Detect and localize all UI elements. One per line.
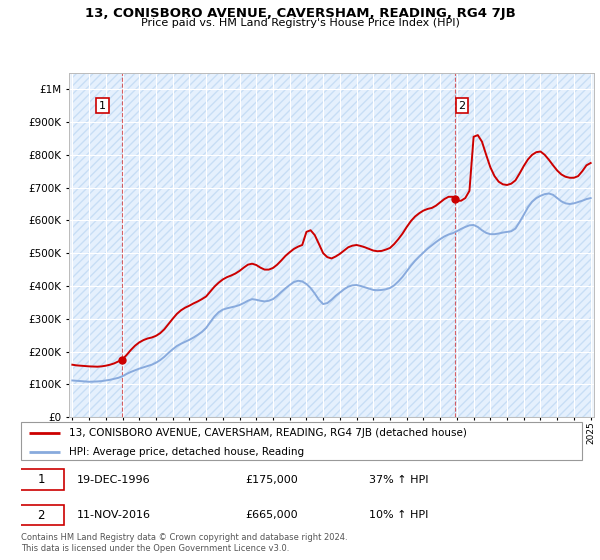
Text: 11-NOV-2016: 11-NOV-2016 [77, 510, 151, 520]
Text: 10% ↑ HPI: 10% ↑ HPI [369, 510, 428, 520]
Text: 2: 2 [37, 508, 45, 521]
Text: 1: 1 [99, 101, 106, 111]
FancyBboxPatch shape [21, 422, 582, 460]
Text: 1: 1 [37, 473, 45, 486]
Text: 37% ↑ HPI: 37% ↑ HPI [369, 475, 428, 484]
Text: Price paid vs. HM Land Registry's House Price Index (HPI): Price paid vs. HM Land Registry's House … [140, 18, 460, 29]
Text: Contains HM Land Registry data © Crown copyright and database right 2024.
This d: Contains HM Land Registry data © Crown c… [21, 533, 347, 553]
Text: 19-DEC-1996: 19-DEC-1996 [77, 475, 151, 484]
FancyBboxPatch shape [18, 505, 64, 525]
Text: 2: 2 [458, 101, 466, 111]
Text: HPI: Average price, detached house, Reading: HPI: Average price, detached house, Read… [68, 447, 304, 457]
Text: 13, CONISBORO AVENUE, CAVERSHAM, READING, RG4 7JB (detached house): 13, CONISBORO AVENUE, CAVERSHAM, READING… [68, 427, 467, 437]
Text: £665,000: £665,000 [245, 510, 298, 520]
Text: £175,000: £175,000 [245, 475, 298, 484]
FancyBboxPatch shape [18, 469, 64, 490]
Text: 13, CONISBORO AVENUE, CAVERSHAM, READING, RG4 7JB: 13, CONISBORO AVENUE, CAVERSHAM, READING… [85, 7, 515, 20]
